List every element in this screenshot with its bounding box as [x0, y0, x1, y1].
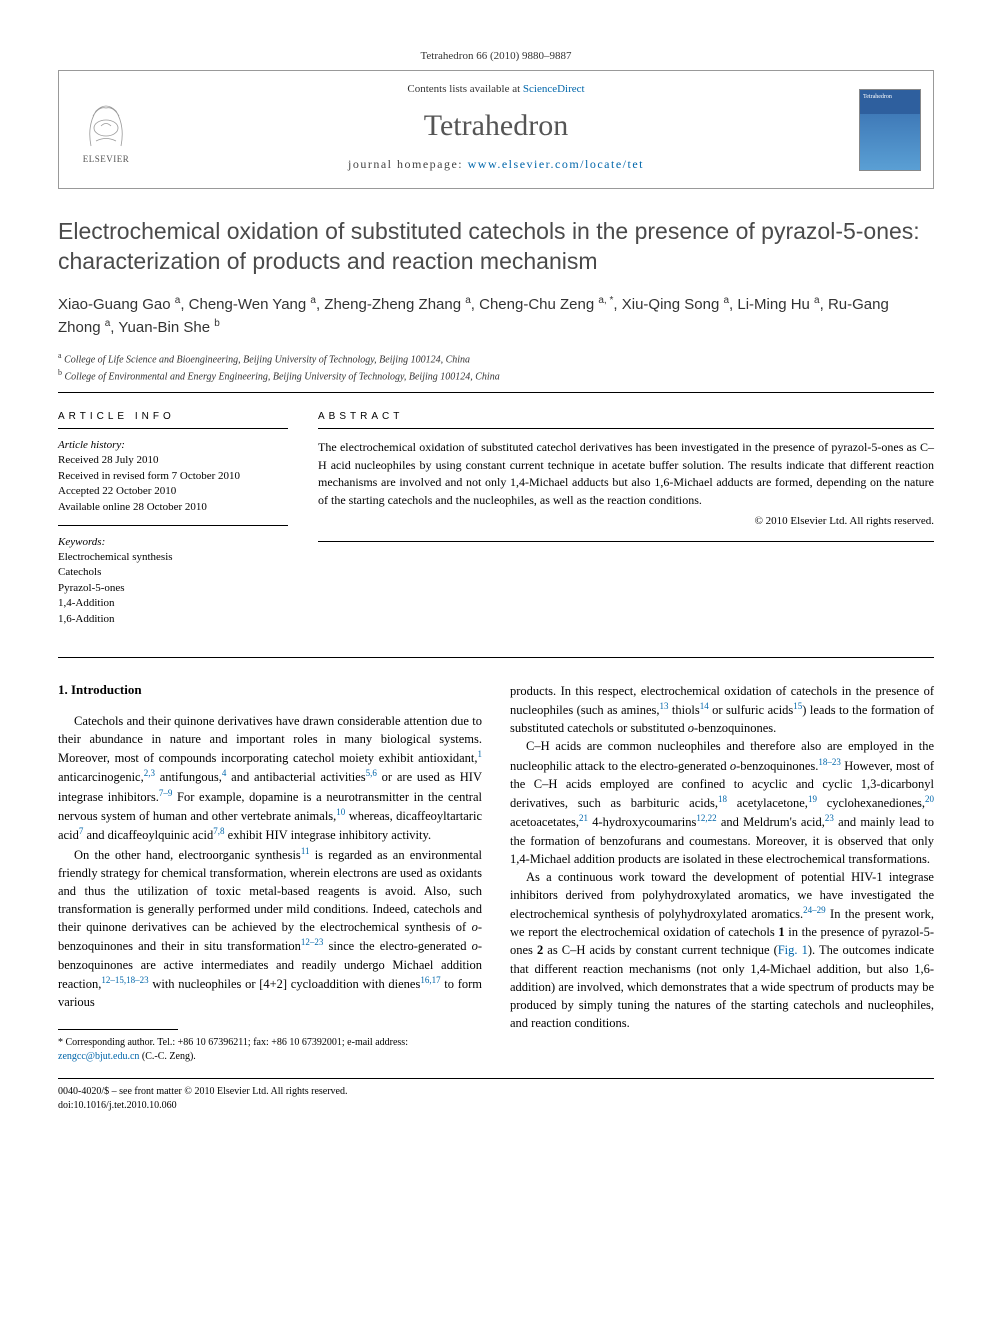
- journal-name: Tetrahedron: [59, 109, 933, 143]
- contents-line: Contents lists available at ScienceDirec…: [59, 83, 933, 95]
- footer-rule: [58, 1078, 934, 1079]
- history-2: Accepted 22 October 2010: [58, 484, 288, 499]
- aff-text-b: College of Environmental and Energy Engi…: [65, 371, 500, 382]
- corresponding-footnote: * Corresponding author. Tel.: +86 10 673…: [58, 1036, 482, 1064]
- para-2: On the other hand, electroorganic synthe…: [58, 845, 482, 1012]
- keyword-3: 1,4-Addition: [58, 596, 288, 611]
- keyword-0: Electrochemical synthesis: [58, 550, 288, 565]
- article-title: Electrochemical oxidation of substituted…: [58, 217, 934, 277]
- footer-line-2: doi:10.1016/j.tet.2010.10.060: [58, 1099, 934, 1113]
- footnote-text: * Corresponding author. Tel.: +86 10 673…: [58, 1037, 408, 1048]
- affiliation-a: a College of Life Science and Bioenginee…: [58, 350, 934, 367]
- footnote-separator: [58, 1029, 178, 1030]
- para-4: C–H acids are common nucleophiles and th…: [510, 737, 934, 867]
- abstract-text: The electrochemical oxidation of substit…: [318, 439, 934, 509]
- homepage-link[interactable]: www.elsevier.com/locate/tet: [468, 157, 644, 171]
- cover-title: Tetrahedron: [863, 94, 917, 100]
- footnote-name: (C.-C. Zeng).: [139, 1051, 195, 1062]
- body-rule: [58, 657, 934, 658]
- aff-sup-b: b: [58, 368, 62, 377]
- article-info-column: ARTICLE INFO Article history: Received 2…: [58, 411, 288, 627]
- authors: Xiao-Guang Gao a, Cheng-Wen Yang a, Zhen…: [58, 293, 934, 340]
- journal-cover-thumb: Tetrahedron: [859, 89, 921, 171]
- sciencedirect-link[interactable]: ScienceDirect: [523, 83, 585, 95]
- history-0: Received 28 July 2010: [58, 453, 288, 468]
- aff-sup-a: a: [58, 351, 62, 360]
- history-title: Article history:: [58, 439, 288, 451]
- abstract-rule: [318, 541, 934, 542]
- history-1: Received in revised form 7 October 2010: [58, 469, 288, 484]
- keyword-4: 1,6-Addition: [58, 612, 288, 627]
- affiliations: a College of Life Science and Bioenginee…: [58, 350, 934, 385]
- homepage-prefix: journal homepage:: [348, 157, 468, 171]
- left-column: 1. Introduction Catechols and their quin…: [58, 682, 482, 1064]
- section-1-heading: 1. Introduction: [58, 682, 482, 698]
- contents-prefix: Contents lists available at: [407, 83, 522, 95]
- abstract-column: ABSTRACT The electrochemical oxidation o…: [318, 411, 934, 627]
- aff-text-a: College of Life Science and Bioengineeri…: [64, 354, 470, 365]
- citation: Tetrahedron 66 (2010) 9880–9887: [58, 50, 934, 62]
- abstract-copyright: © 2010 Elsevier Ltd. All rights reserved…: [318, 515, 934, 527]
- keyword-1: Catechols: [58, 565, 288, 580]
- homepage-line: journal homepage: www.elsevier.com/locat…: [59, 157, 933, 172]
- rule-top: [58, 392, 934, 393]
- affiliation-b: b College of Environmental and Energy En…: [58, 367, 934, 384]
- right-column: products. In this respect, electrochemic…: [510, 682, 934, 1064]
- footnote-email[interactable]: zengcc@bjut.edu.cn: [58, 1051, 139, 1062]
- article-info-label: ARTICLE INFO: [58, 411, 288, 429]
- keyword-2: Pyrazol-5-ones: [58, 581, 288, 596]
- para-1: Catechols and their quinone derivatives …: [58, 712, 482, 845]
- history-3: Available online 28 October 2010: [58, 500, 288, 515]
- abstract-label: ABSTRACT: [318, 411, 934, 429]
- elsevier-logo: ELSEVIER: [71, 91, 141, 169]
- para-3: products. In this respect, electrochemic…: [510, 682, 934, 738]
- para-5: As a continuous work toward the developm…: [510, 868, 934, 1032]
- footer-line-1: 0040-4020/$ – see front matter © 2010 El…: [58, 1085, 934, 1099]
- keywords-title: Keywords:: [58, 536, 288, 548]
- elsevier-text: ELSEVIER: [83, 154, 130, 164]
- journal-header: ELSEVIER Contents lists available at Sci…: [58, 70, 934, 189]
